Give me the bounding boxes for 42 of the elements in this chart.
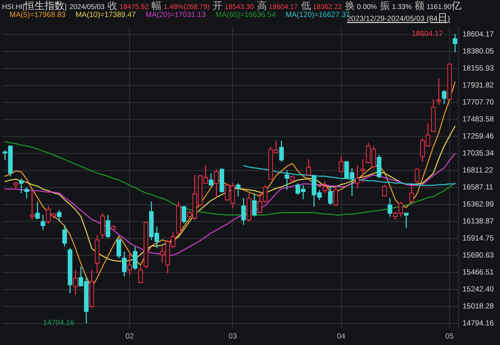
candlestick (404, 212, 409, 229)
candlestick (127, 251, 132, 276)
candlestick (132, 246, 138, 270)
candlestick (246, 192, 252, 222)
candlestick (208, 172, 214, 186)
candlestick (279, 140, 284, 162)
line-series (4, 152, 456, 256)
candlestick (106, 214, 110, 239)
candlestick (56, 209, 62, 222)
candlestick (116, 238, 122, 259)
candlestick (360, 158, 366, 184)
candlestick (122, 251, 127, 278)
candlestick (40, 214, 46, 230)
candlestick (306, 158, 311, 176)
candlestick (182, 205, 186, 224)
candlestick (414, 168, 420, 184)
candlestick (35, 201, 40, 220)
candlestick (220, 168, 224, 194)
candlestick (214, 168, 219, 199)
candlestick (388, 198, 392, 218)
candlestick (241, 198, 246, 226)
candlestick (376, 154, 382, 179)
candlestick (62, 224, 67, 248)
candlestick (333, 186, 338, 206)
candlestick (436, 78, 442, 106)
candlestick (322, 181, 328, 194)
candlestick (355, 164, 360, 189)
candlestick (409, 186, 414, 204)
candlestick (442, 89, 446, 105)
candlestick (73, 269, 78, 296)
candlestick (452, 34, 458, 53)
candlestick (100, 212, 105, 239)
candlestick (30, 191, 34, 220)
candlestick (236, 182, 240, 198)
candlestick (24, 186, 29, 199)
candlestick (94, 234, 100, 274)
candlestick (252, 192, 257, 218)
candlestick (138, 266, 143, 284)
candlestick (284, 169, 290, 190)
candlestick (338, 155, 344, 174)
candlestick (18, 178, 24, 194)
candlestick (328, 186, 333, 206)
